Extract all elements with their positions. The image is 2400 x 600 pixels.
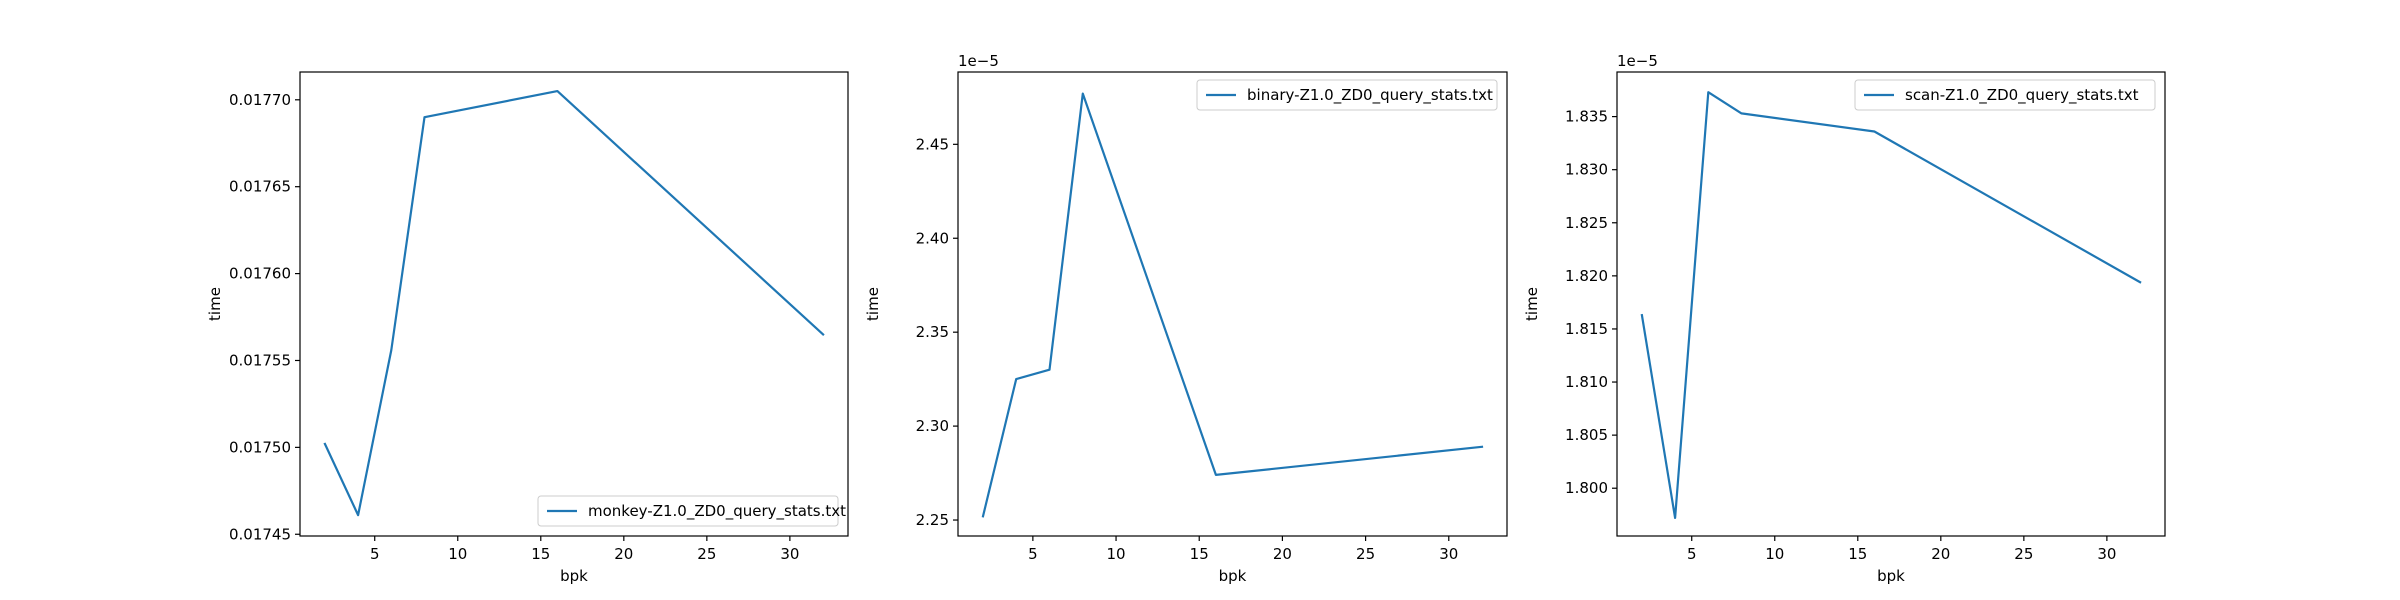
plot3-y-tick-label: 1.830 — [1565, 161, 1608, 179]
plot2-y-tick-label: 2.35 — [916, 323, 949, 341]
plot3-y-tick-label: 1.820 — [1565, 267, 1608, 285]
plot3-axes-frame — [1616, 71, 2166, 537]
plot2-y-tick-label: 2.45 — [916, 135, 949, 153]
plot1-x-tick-label: 15 — [531, 545, 550, 563]
plot3-x-tick-label: 15 — [1848, 545, 1867, 563]
plot3-y-axis-label: time — [1523, 287, 1541, 321]
plot1-x-tick-label: 25 — [697, 545, 716, 563]
plot2-x-axis-label: bpk — [1219, 567, 1247, 585]
plot2-x-tick-label: 15 — [1190, 545, 1209, 563]
plot3-x-tick-label: 30 — [2097, 545, 2116, 563]
plot2-y-axis-label: time — [864, 287, 882, 321]
plot3-legend-label: scan-Z1.0_ZD0_query_stats.txt — [1905, 86, 2139, 105]
plot3-y-tick-label: 1.810 — [1565, 373, 1608, 391]
plot2-x-tick-label: 30 — [1439, 545, 1458, 563]
plot1-x-axis-label: bpk — [560, 567, 588, 585]
plot3-x-tick-label: 25 — [2014, 545, 2033, 563]
plot3-series-line-1 — [1640, 91, 2142, 520]
plot2-axes-frame — [957, 71, 1508, 537]
plot1-y-tick-label: 0.01760 — [229, 265, 291, 283]
plot2-x-tick-label: 5 — [1028, 545, 1038, 563]
plot2-x-tick-label: 20 — [1273, 545, 1292, 563]
plot2-y-tick-label: 2.25 — [916, 511, 949, 529]
plot1-axes-frame — [299, 71, 849, 537]
plot3-offset-text: 1e−5 — [1617, 52, 1658, 70]
plot1-y-tick-label: 0.01765 — [229, 178, 291, 196]
plot1-y-tick-label: 0.01770 — [229, 91, 291, 109]
plot1-y-axis-label: time — [206, 287, 224, 321]
plot1-legend-label: monkey-Z1.0_ZD0_query_stats.txt — [588, 502, 846, 521]
plot3-y-tick-label: 1.825 — [1565, 214, 1608, 232]
plot1-x-tick-label: 30 — [780, 545, 799, 563]
plot1-x-tick-label: 5 — [370, 545, 380, 563]
plot3-y-tick-label: 1.805 — [1565, 426, 1608, 444]
plot2-series-line-1 — [981, 92, 1484, 518]
plot1-legend-box — [537, 495, 839, 527]
plot3-x-axis-label: bpk — [1877, 567, 1905, 585]
plot3-y-tick-label: 1.800 — [1565, 479, 1608, 497]
plot3-y-tick-label: 1.835 — [1565, 108, 1608, 126]
plot1-x-tick-label: 10 — [448, 545, 467, 563]
plot2-y-tick-label: 2.30 — [916, 417, 949, 435]
plot2-offset-text: 1e−5 — [958, 52, 999, 70]
plot1-y-tick-label: 0.01755 — [229, 351, 291, 369]
plot1-y-tick-label: 0.01745 — [229, 525, 291, 543]
plot3-x-tick-label: 20 — [1931, 545, 1950, 563]
plot2-legend-box — [1196, 79, 1498, 111]
plot3-x-tick-label: 5 — [1687, 545, 1697, 563]
plot3-y-tick-label: 1.815 — [1565, 320, 1608, 338]
plot3-x-tick-label: 10 — [1765, 545, 1784, 563]
plot2-x-tick-label: 10 — [1106, 545, 1125, 563]
plot1-x-tick-label: 20 — [614, 545, 633, 563]
plot2-legend-label: binary-Z1.0_ZD0_query_stats.txt — [1247, 86, 1493, 105]
plot1-series-line-1 — [323, 89, 825, 517]
plot1-y-tick-label: 0.01750 — [229, 438, 291, 456]
plot2-y-tick-label: 2.40 — [916, 229, 949, 247]
plot2-x-tick-label: 25 — [1356, 545, 1375, 563]
plot3-legend-box — [1854, 79, 2156, 111]
